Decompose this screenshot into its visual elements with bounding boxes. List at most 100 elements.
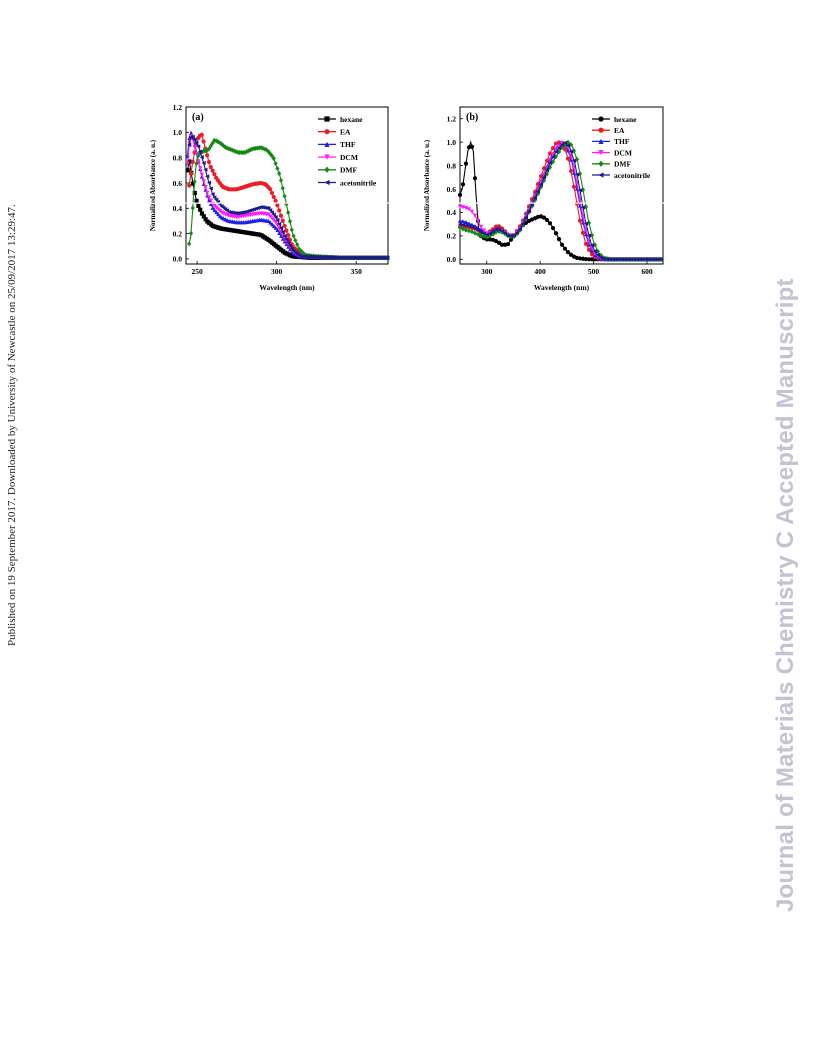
data-point xyxy=(192,179,197,185)
data-point xyxy=(499,228,505,233)
data-point xyxy=(268,208,273,213)
data-point xyxy=(196,203,201,208)
data-point xyxy=(562,140,568,145)
data-point xyxy=(205,174,210,179)
data-point xyxy=(493,227,499,232)
data-point xyxy=(187,142,192,148)
y-tick-label: 0.8 xyxy=(173,153,183,162)
y-tick-label: 0.2 xyxy=(447,232,457,241)
data-point xyxy=(201,160,206,166)
data-point xyxy=(550,154,556,160)
data-point xyxy=(270,222,275,227)
figure-scan-line xyxy=(150,202,670,204)
publication-sidebar: Published on 19 September 2017. Download… xyxy=(6,204,26,666)
data-point xyxy=(553,149,559,154)
data-point xyxy=(241,210,246,215)
data-point xyxy=(199,155,204,160)
data-point xyxy=(212,172,217,177)
data-point xyxy=(583,256,589,262)
x-tick-label: 500 xyxy=(588,267,600,276)
x-tick-label: 400 xyxy=(535,267,547,276)
legend-marker xyxy=(598,172,604,178)
legend-marker xyxy=(324,154,330,160)
data-point xyxy=(547,160,553,165)
data-point xyxy=(268,151,273,157)
data-point xyxy=(592,248,598,254)
legend-marker xyxy=(598,127,604,133)
data-point xyxy=(598,255,604,260)
data-point xyxy=(607,257,613,262)
data-point xyxy=(484,232,490,237)
data-point xyxy=(613,257,619,262)
data-point xyxy=(268,187,273,192)
legend-label: DMF xyxy=(340,166,357,175)
data-point xyxy=(472,213,478,218)
data-point xyxy=(194,152,199,157)
data-point xyxy=(277,171,282,177)
data-point xyxy=(284,237,289,242)
data-point xyxy=(460,222,466,227)
data-point xyxy=(385,255,390,260)
data-point xyxy=(208,198,214,203)
data-point xyxy=(565,250,571,255)
y-tick-label: 0.4 xyxy=(447,208,457,217)
data-point xyxy=(203,167,208,172)
data-point xyxy=(205,190,210,195)
data-point xyxy=(280,236,286,241)
data-point xyxy=(192,137,197,142)
data-point xyxy=(466,207,472,212)
data-point xyxy=(269,153,275,159)
legend-marker xyxy=(324,129,330,135)
y-tick-label: 0.0 xyxy=(173,255,183,264)
data-point xyxy=(562,246,568,251)
data-point xyxy=(592,242,598,248)
data-point xyxy=(210,205,215,210)
data-point xyxy=(490,229,496,234)
data-point xyxy=(201,214,206,219)
data-point xyxy=(457,218,463,223)
series-line xyxy=(459,140,663,260)
data-point xyxy=(511,233,517,238)
data-point xyxy=(466,228,472,234)
data-point xyxy=(553,153,559,160)
data-point xyxy=(188,230,194,236)
data-point xyxy=(189,130,194,136)
data-point xyxy=(556,237,562,242)
data-point xyxy=(266,206,271,211)
data-point xyxy=(289,227,294,233)
data-point xyxy=(505,241,511,247)
data-point xyxy=(568,149,574,154)
data-point xyxy=(289,246,294,251)
data-point xyxy=(210,192,215,197)
data-point xyxy=(273,225,278,230)
data-point xyxy=(568,252,574,257)
data-point xyxy=(508,233,514,238)
data-point xyxy=(478,233,484,239)
data-point xyxy=(221,143,226,149)
data-point xyxy=(244,149,249,155)
data-point xyxy=(475,228,481,233)
x-tick-label: 300 xyxy=(271,267,283,276)
data-point xyxy=(571,184,577,189)
data-point xyxy=(550,146,556,151)
data-point xyxy=(273,214,278,220)
legend-marker xyxy=(598,150,604,156)
data-point xyxy=(217,209,223,214)
data-point xyxy=(269,190,275,196)
data-point xyxy=(187,183,192,188)
data-point xyxy=(203,217,208,222)
data-point xyxy=(478,224,484,230)
data-point xyxy=(568,168,574,174)
series-line xyxy=(459,141,663,260)
y-tick-label: 0.0 xyxy=(447,255,457,264)
data-point xyxy=(649,257,655,262)
data-point xyxy=(556,144,562,149)
data-point xyxy=(547,151,553,156)
series-line xyxy=(459,141,663,260)
data-point xyxy=(300,249,305,255)
y-tick-label: 1.2 xyxy=(447,115,457,124)
data-point xyxy=(556,146,562,151)
data-point xyxy=(604,256,610,262)
legend-label: EA xyxy=(614,126,625,135)
data-point xyxy=(463,223,469,228)
